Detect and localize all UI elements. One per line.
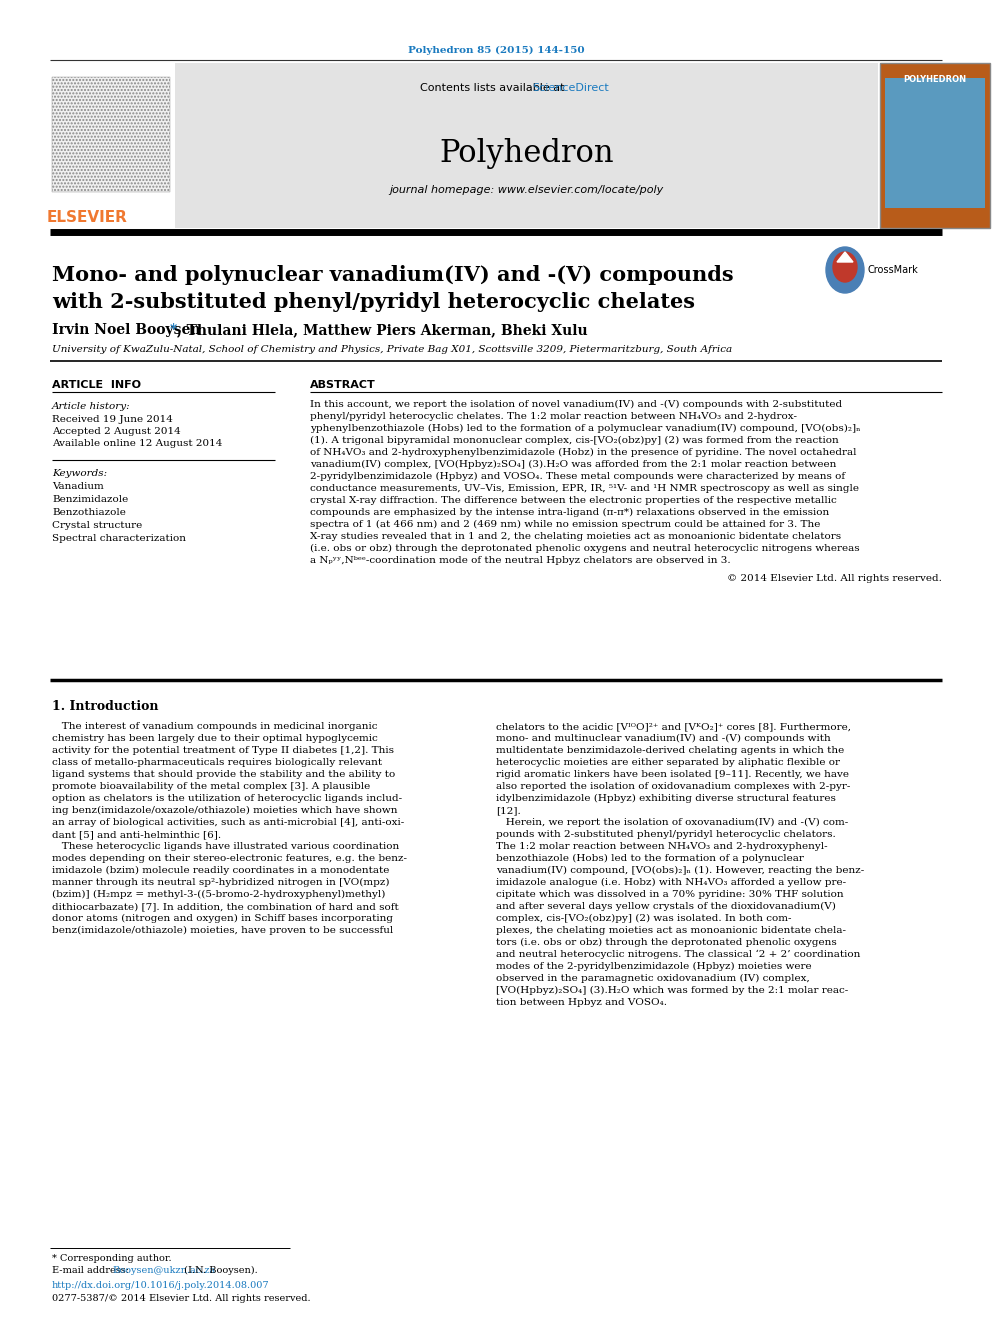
Text: heterocyclic moieties are either separated by aliphatic flexible or: heterocyclic moieties are either separat… [496, 758, 840, 767]
Text: 1. Introduction: 1. Introduction [52, 700, 159, 713]
Ellipse shape [826, 247, 864, 292]
Text: (I.N. Booysen).: (I.N. Booysen). [182, 1266, 258, 1275]
Text: In this account, we report the isolation of novel vanadium(IV) and -(V) compound: In this account, we report the isolation… [310, 400, 842, 409]
Text: option as chelators is the utilization of heterocyclic ligands includ-: option as chelators is the utilization o… [52, 794, 402, 803]
Text: dithiocarbazate) [7]. In addition, the combination of hard and soft: dithiocarbazate) [7]. In addition, the c… [52, 902, 399, 912]
Text: (1). A trigonal bipyramidal mononuclear complex, cis-[VO₂(obz)py] (2) was formed: (1). A trigonal bipyramidal mononuclear … [310, 437, 839, 445]
Text: multidentate benzimidazole-derived chelating agents in which the: multidentate benzimidazole-derived chela… [496, 746, 844, 755]
Text: benz(imidazole/othiazole) moieties, have proven to be successful: benz(imidazole/othiazole) moieties, have… [52, 926, 393, 935]
Text: ing benz(imidazole/oxazole/othiazole) moieties which have shown: ing benz(imidazole/oxazole/othiazole) mo… [52, 806, 398, 815]
Text: The interest of vanadium compounds in medicinal inorganic: The interest of vanadium compounds in me… [52, 722, 378, 732]
Text: donor atoms (nitrogen and oxygen) in Schiff bases incorporating: donor atoms (nitrogen and oxygen) in Sch… [52, 914, 393, 923]
Text: modes of the 2-pyridylbenzimidazole (Hpbyz) moieties were: modes of the 2-pyridylbenzimidazole (Hpb… [496, 962, 811, 971]
Text: observed in the paramagnetic oxidovanadium (IV) complex,: observed in the paramagnetic oxidovanadi… [496, 974, 809, 983]
Text: Booysen@ukzn.ac.za: Booysen@ukzn.ac.za [113, 1266, 216, 1275]
Text: Benzimidazole: Benzimidazole [52, 495, 128, 504]
Text: spectra of 1 (at 466 nm) and 2 (469 nm) while no emission spectrum could be atta: spectra of 1 (at 466 nm) and 2 (469 nm) … [310, 520, 820, 529]
Text: (bzim)] (H₂mpz = methyl-3-((5-bromo-2-hydroxyphenyl)methyl): (bzim)] (H₂mpz = methyl-3-((5-bromo-2-hy… [52, 890, 385, 900]
Text: The 1:2 molar reaction between NH₄VO₃ and 2-hydroxyphenyl-: The 1:2 molar reaction between NH₄VO₃ an… [496, 841, 827, 851]
Text: of NH₄VO₃ and 2-hydroxyphenylbenzimidazole (Hobz) in the presence of pyridine. T: of NH₄VO₃ and 2-hydroxyphenylbenzimidazo… [310, 448, 856, 458]
Text: POLYHEDRON: POLYHEDRON [904, 75, 966, 83]
Text: CrossMark: CrossMark [867, 265, 918, 275]
Text: modes depending on their stereo-electronic features, e.g. the benz-: modes depending on their stereo-electron… [52, 855, 407, 863]
Text: ELSEVIER: ELSEVIER [47, 210, 127, 225]
Text: rigid aromatic linkers have been isolated [9–11]. Recently, we have: rigid aromatic linkers have been isolate… [496, 770, 849, 779]
Text: also reported the isolation of oxidovanadium complexes with 2-pyr-: also reported the isolation of oxidovana… [496, 782, 850, 791]
Text: X-ray studies revealed that in 1 and 2, the chelating moieties act as monoanioni: X-ray studies revealed that in 1 and 2, … [310, 532, 841, 541]
Text: © 2014 Elsevier Ltd. All rights reserved.: © 2014 Elsevier Ltd. All rights reserved… [727, 574, 942, 583]
Text: and after several days yellow crystals of the dioxidovanadium(V): and after several days yellow crystals o… [496, 902, 836, 912]
Text: ABSTRACT: ABSTRACT [310, 380, 376, 390]
Ellipse shape [833, 251, 857, 282]
Text: chemistry has been largely due to their optimal hypoglycemic: chemistry has been largely due to their … [52, 734, 378, 744]
Text: * Corresponding author.: * Corresponding author. [52, 1254, 172, 1263]
Text: ScienceDirect: ScienceDirect [532, 83, 609, 93]
Text: http://dx.doi.org/10.1016/j.poly.2014.08.007: http://dx.doi.org/10.1016/j.poly.2014.08… [52, 1281, 270, 1290]
Text: Article history:: Article history: [52, 402, 131, 411]
Text: 0277-5387/© 2014 Elsevier Ltd. All rights reserved.: 0277-5387/© 2014 Elsevier Ltd. All right… [52, 1294, 310, 1303]
Text: Received 19 June 2014: Received 19 June 2014 [52, 415, 173, 423]
Text: journal homepage: www.elsevier.com/locate/poly: journal homepage: www.elsevier.com/locat… [390, 185, 664, 194]
Text: an array of biological activities, such as anti-microbial [4], anti-oxi-: an array of biological activities, such … [52, 818, 405, 827]
Text: Vanadium: Vanadium [52, 482, 104, 491]
Text: Polyhedron 85 (2015) 144-150: Polyhedron 85 (2015) 144-150 [408, 46, 584, 56]
Text: ARTICLE  INFO: ARTICLE INFO [52, 380, 141, 390]
Bar [52, 77, 170, 192]
Text: complex, cis-[VO₂(obz)py] (2) was isolated. In both com-: complex, cis-[VO₂(obz)py] (2) was isolat… [496, 914, 792, 923]
Text: These heterocyclic ligands have illustrated various coordination: These heterocyclic ligands have illustra… [52, 841, 399, 851]
Text: Spectral characterization: Spectral characterization [52, 534, 186, 542]
Text: [12].: [12]. [496, 806, 521, 815]
Text: Irvin Noel Booysen: Irvin Noel Booysen [52, 323, 205, 337]
Text: *: * [170, 323, 177, 337]
Text: a Nₚʸʸ,Nᵇᵉᵉ-coordination mode of the neutral Hpbyz chelators are observed in 3.: a Nₚʸʸ,Nᵇᵉᵉ-coordination mode of the neu… [310, 556, 731, 565]
Text: benzothiazole (Hobs) led to the formation of a polynuclear: benzothiazole (Hobs) led to the formatio… [496, 855, 804, 863]
Text: [VO(Hpbyz)₂SO₄] (3).H₂O which was formed by the 2:1 molar reac-: [VO(Hpbyz)₂SO₄] (3).H₂O which was formed… [496, 986, 848, 995]
Text: E-mail address:: E-mail address: [52, 1266, 132, 1275]
Text: cipitate which was dissolved in a 70% pyridine: 30% THF solution: cipitate which was dissolved in a 70% py… [496, 890, 843, 900]
Text: tion between Hpbyz and VOSO₄.: tion between Hpbyz and VOSO₄. [496, 998, 667, 1007]
Polygon shape [837, 251, 853, 262]
Text: pounds with 2-substituted phenyl/pyridyl heterocyclic chelators.: pounds with 2-substituted phenyl/pyridyl… [496, 830, 835, 839]
Text: vanadium(IV) compound, [VO(obs)₂]ₙ (1). However, reacting the benz-: vanadium(IV) compound, [VO(obs)₂]ₙ (1). … [496, 867, 864, 875]
Text: Polyhedron: Polyhedron [439, 138, 614, 169]
Text: imidazole analogue (i.e. Hobz) with NH₄VO₃ afforded a yellow pre-: imidazole analogue (i.e. Hobz) with NH₄V… [496, 878, 846, 888]
Text: 2-pyridylbenzimidazole (Hpbyz) and VOSO₄. These metal compounds were characteriz: 2-pyridylbenzimidazole (Hpbyz) and VOSO₄… [310, 472, 845, 482]
Text: Keywords:: Keywords: [52, 468, 107, 478]
Text: chelators to the acidic [VᴵᴼO]²⁺ and [VᴷO₂]⁺ cores [8]. Furthermore,: chelators to the acidic [VᴵᴼO]²⁺ and [Vᴷ… [496, 722, 851, 732]
Text: dant [5] and anti-helminthic [6].: dant [5] and anti-helminthic [6]. [52, 830, 221, 839]
Bar [880, 64, 990, 228]
Text: yphenylbenzothiazole (Hobs) led to the formation of a polymuclear vanadium(IV) c: yphenylbenzothiazole (Hobs) led to the f… [310, 423, 860, 433]
Text: Available online 12 August 2014: Available online 12 August 2014 [52, 439, 222, 448]
Text: phenyl/pyridyl heterocyclic chelates. The 1:2 molar reaction between NH₄VO₃ and : phenyl/pyridyl heterocyclic chelates. Th… [310, 411, 797, 421]
Text: imidazole (bzim) molecule readily coordinates in a monodentate: imidazole (bzim) molecule readily coordi… [52, 867, 390, 875]
Text: Mono- and polynuclear vanadium(IV) and -(V) compounds: Mono- and polynuclear vanadium(IV) and -… [52, 265, 734, 284]
Text: , Thulani Hlela, Matthew Piers Akerman, Bheki Xulu: , Thulani Hlela, Matthew Piers Akerman, … [177, 323, 587, 337]
Text: idylbenzimidazole (Hpbyz) exhibiting diverse structural features: idylbenzimidazole (Hpbyz) exhibiting div… [496, 794, 836, 803]
Text: mono- and multinuclear vanadium(IV) and -(V) compounds with: mono- and multinuclear vanadium(IV) and … [496, 734, 830, 744]
Text: crystal X-ray diffraction. The difference between the electronic properties of t: crystal X-ray diffraction. The differenc… [310, 496, 836, 505]
Text: Accepted 2 August 2014: Accepted 2 August 2014 [52, 427, 181, 437]
Bar [175, 64, 878, 228]
Text: manner through its neutral sp²-hybridized nitrogen in [VO(mpz): manner through its neutral sp²-hybridize… [52, 878, 390, 888]
Text: Benzothiazole: Benzothiazole [52, 508, 126, 517]
Text: Contents lists available at: Contents lists available at [420, 83, 568, 93]
Text: Crystal structure: Crystal structure [52, 521, 142, 531]
Text: plexes, the chelating moieties act as monoanionic bidentate chela-: plexes, the chelating moieties act as mo… [496, 926, 846, 935]
Text: Herein, we report the isolation of oxovanadium(IV) and -(V) com-: Herein, we report the isolation of oxova… [496, 818, 848, 827]
Text: University of KwaZulu-Natal, School of Chemistry and Physics, Private Bag X01, S: University of KwaZulu-Natal, School of C… [52, 345, 732, 355]
Text: (i.e. obs or obz) through the deprotonated phenolic oxygens and neutral heterocy: (i.e. obs or obz) through the deprotonat… [310, 544, 860, 553]
Text: conductance measurements, UV–Vis, Emission, EPR, IR, ⁵¹V- and ¹H NMR spectroscop: conductance measurements, UV–Vis, Emissi… [310, 484, 859, 493]
Text: promote bioavailability of the metal complex [3]. A plausible: promote bioavailability of the metal com… [52, 782, 370, 791]
Text: and neutral heterocyclic nitrogens. The classical ‘2 + 2’ coordination: and neutral heterocyclic nitrogens. The … [496, 950, 860, 959]
Text: tors (i.e. obs or obz) through the deprotonated phenolic oxygens: tors (i.e. obs or obz) through the depro… [496, 938, 836, 947]
Text: vanadium(IV) complex, [VO(Hpbyz)₂SO₄] (3).H₂O was afforded from the 2:1 molar re: vanadium(IV) complex, [VO(Hpbyz)₂SO₄] (3… [310, 460, 836, 470]
Bar [50, 65, 172, 194]
Text: with 2-substituted phenyl/pyridyl heterocyclic chelates: with 2-substituted phenyl/pyridyl hetero… [52, 292, 695, 312]
Text: activity for the potential treatment of Type II diabetes [1,2]. This: activity for the potential treatment of … [52, 746, 394, 755]
Text: ligand systems that should provide the stability and the ability to: ligand systems that should provide the s… [52, 770, 395, 779]
Text: compounds are emphasized by the intense intra-ligand (π-π*) relaxations observed: compounds are emphasized by the intense … [310, 508, 829, 517]
Text: class of metallo-pharmaceuticals requires biologically relevant: class of metallo-pharmaceuticals require… [52, 758, 382, 767]
Bar [885, 78, 985, 208]
